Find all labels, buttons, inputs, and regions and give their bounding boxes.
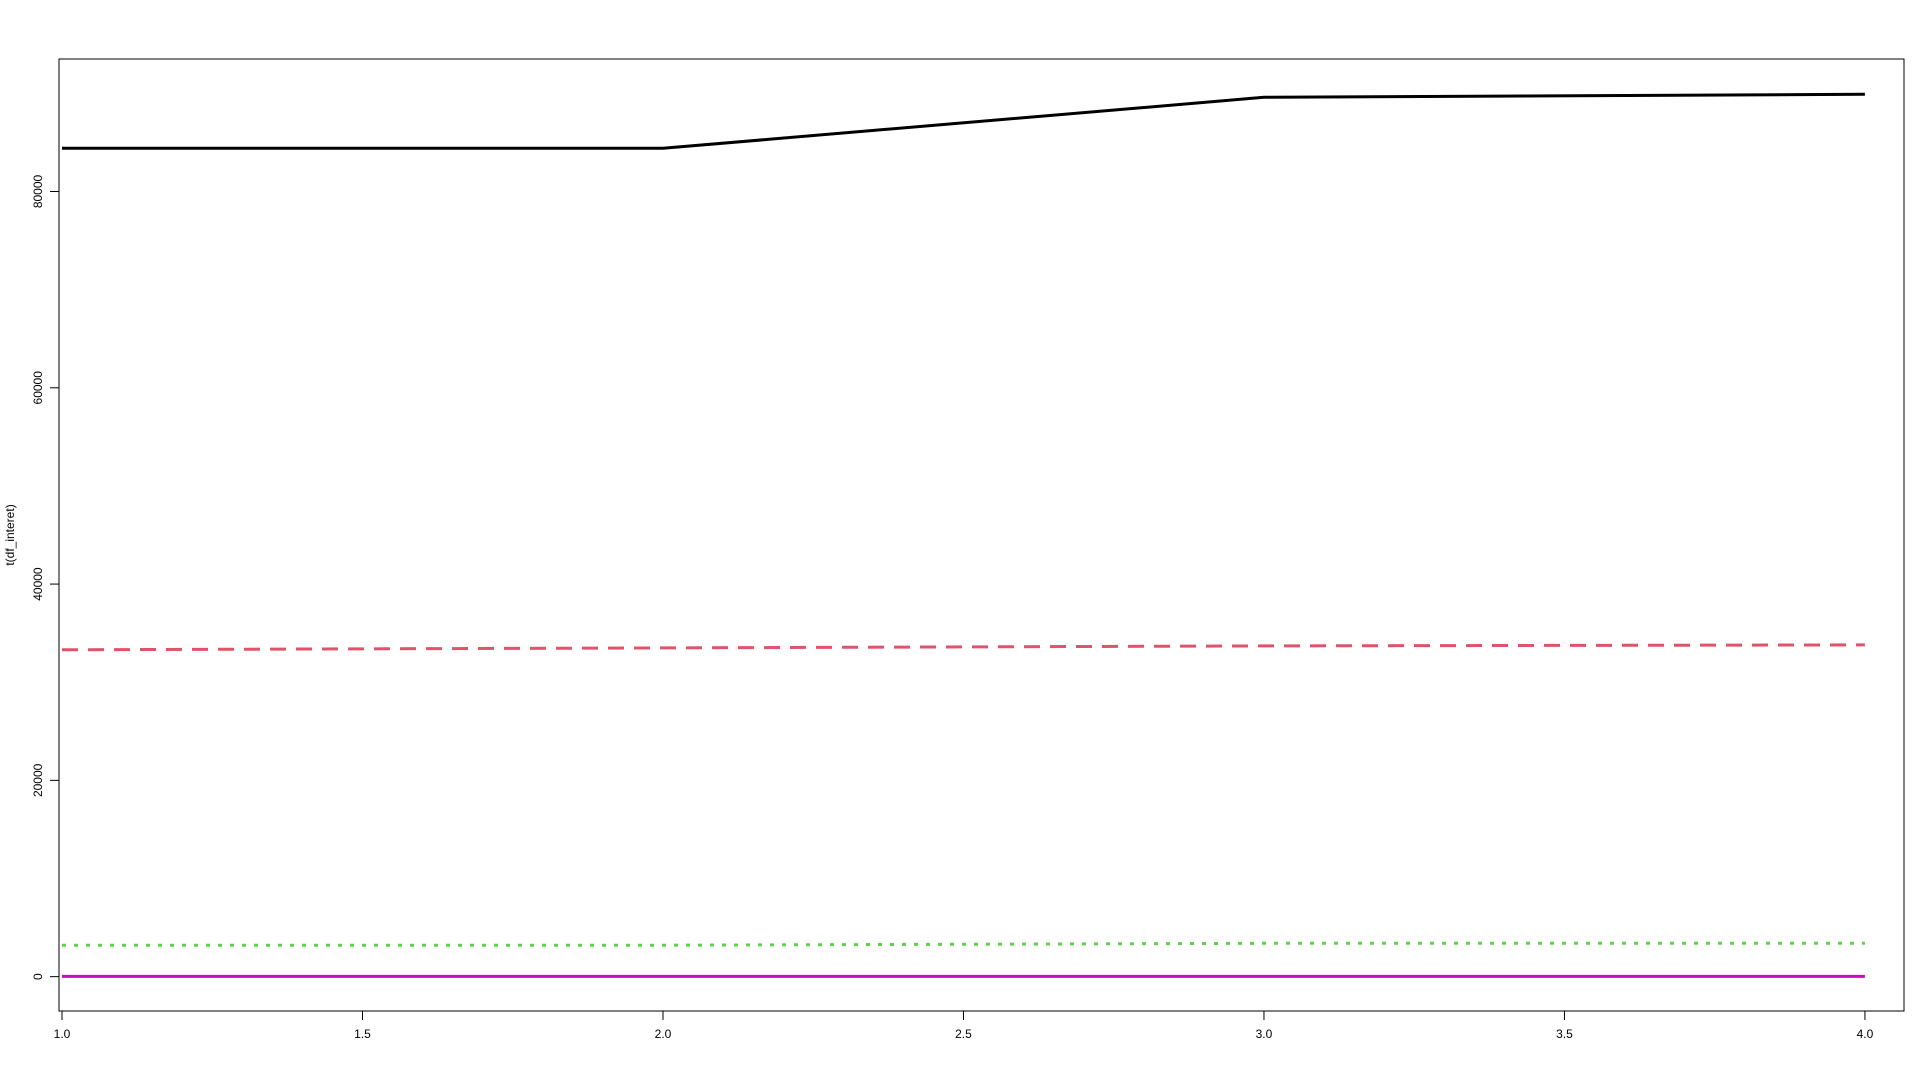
y-tick-label: 0 bbox=[31, 973, 45, 980]
y-tick-label: 20000 bbox=[31, 763, 45, 797]
x-tick-label: 4.0 bbox=[1857, 1027, 1874, 1041]
y-axis-title: t(df_interet) bbox=[3, 504, 17, 565]
x-tick-label: 3.0 bbox=[1256, 1027, 1273, 1041]
y-tick-label: 60000 bbox=[31, 371, 45, 405]
x-tick-label: 3.5 bbox=[1556, 1027, 1573, 1041]
plot-frame bbox=[58, 58, 1905, 1012]
series-line-2 bbox=[61, 643, 1865, 652]
y-tick-label: 40000 bbox=[31, 567, 45, 601]
y-tick-label: 80000 bbox=[31, 174, 45, 208]
x-tick-label: 1.0 bbox=[54, 1027, 71, 1041]
y-axis: 0 20000 40000 60000 80000 bbox=[31, 174, 60, 980]
series-line-1 bbox=[62, 92, 1865, 150]
x-axis: 1.0 1.5 2.0 2.5 3.0 3.5 4.0 bbox=[54, 1010, 1874, 1041]
series-layer bbox=[61, 92, 1865, 978]
x-tick-label: 2.0 bbox=[655, 1027, 672, 1041]
x-tick-label: 1.5 bbox=[354, 1027, 371, 1041]
x-tick-label: 2.5 bbox=[955, 1027, 972, 1041]
series-line-3 bbox=[62, 941, 1865, 947]
